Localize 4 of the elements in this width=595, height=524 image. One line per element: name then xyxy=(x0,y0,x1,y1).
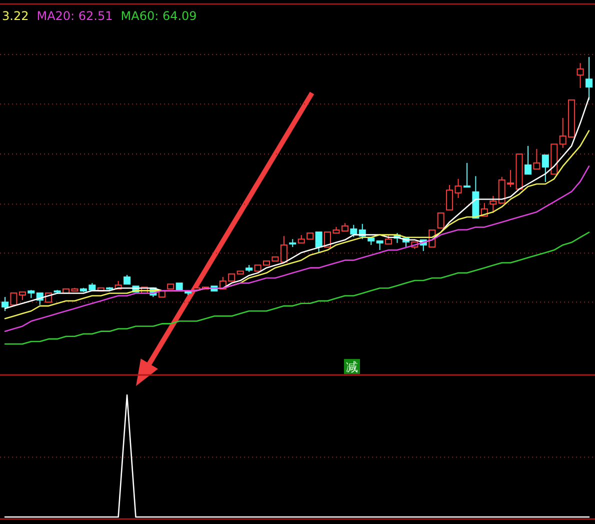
text: 3.22 xyxy=(2,9,29,23)
text: MA60: 64.09 xyxy=(120,9,197,23)
annotation: 减 xyxy=(344,359,360,374)
text: MA20: 62.51 xyxy=(36,9,113,23)
